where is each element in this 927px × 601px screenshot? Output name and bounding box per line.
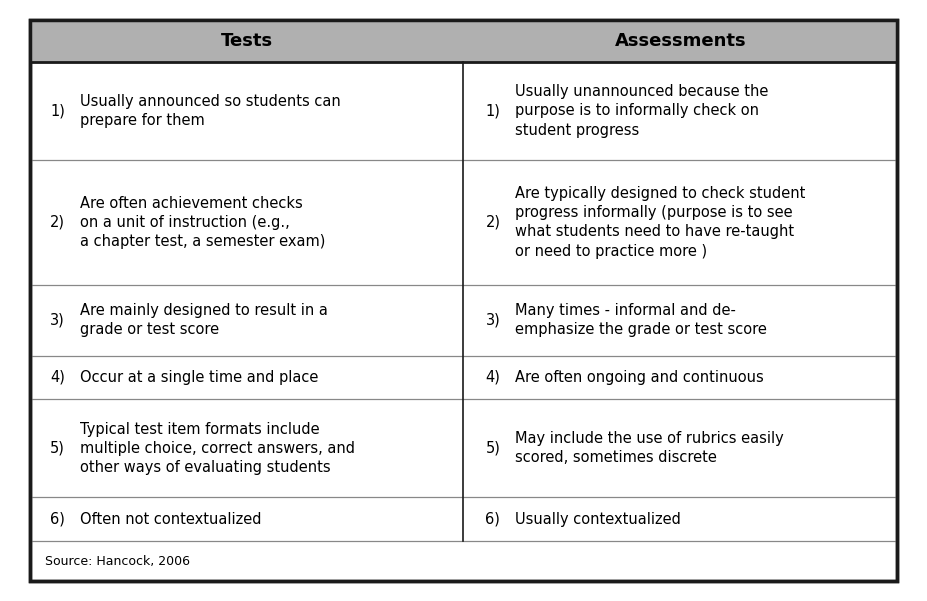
Text: Many times - informal and de-
emphasize the grade or test score: Many times - informal and de- emphasize … [515, 303, 768, 337]
Text: 3): 3) [486, 313, 501, 328]
Text: Are often ongoing and continuous: Are often ongoing and continuous [515, 370, 764, 385]
Text: Are typically designed to check student
progress informally (purpose is to see
w: Are typically designed to check student … [515, 186, 806, 258]
Text: Typical test item formats include
multiple choice, correct answers, and
other wa: Typical test item formats include multip… [80, 421, 355, 475]
Text: Tests: Tests [221, 32, 273, 50]
Text: 3): 3) [50, 313, 65, 328]
FancyBboxPatch shape [30, 20, 897, 581]
Text: Occur at a single time and place: Occur at a single time and place [80, 370, 318, 385]
Text: Usually unannounced because the
purpose is to informally check on
student progre: Usually unannounced because the purpose … [515, 84, 768, 138]
Text: Are mainly designed to result in a
grade or test score: Are mainly designed to result in a grade… [80, 303, 328, 337]
Text: Are often achievement checks
on a unit of instruction (e.g.,
a chapter test, a s: Are often achievement checks on a unit o… [80, 195, 325, 249]
Text: 2): 2) [50, 215, 65, 230]
Text: 4): 4) [50, 370, 65, 385]
FancyBboxPatch shape [30, 20, 897, 62]
Text: Source: Hancock, 2006: Source: Hancock, 2006 [45, 555, 190, 567]
Text: 1): 1) [50, 103, 65, 118]
Text: 1): 1) [486, 103, 501, 118]
Text: Often not contextualized: Often not contextualized [80, 511, 261, 526]
Text: 5): 5) [50, 441, 65, 456]
Text: 5): 5) [486, 441, 501, 456]
Text: Assessments: Assessments [615, 32, 746, 50]
Text: Usually contextualized: Usually contextualized [515, 511, 681, 526]
Text: 6): 6) [50, 511, 65, 526]
Text: May include the use of rubrics easily
scored, sometimes discrete: May include the use of rubrics easily sc… [515, 431, 784, 465]
Text: 6): 6) [486, 511, 501, 526]
Text: 4): 4) [486, 370, 501, 385]
Text: 2): 2) [486, 215, 501, 230]
Text: Usually announced so students can
prepare for them: Usually announced so students can prepar… [80, 94, 341, 128]
